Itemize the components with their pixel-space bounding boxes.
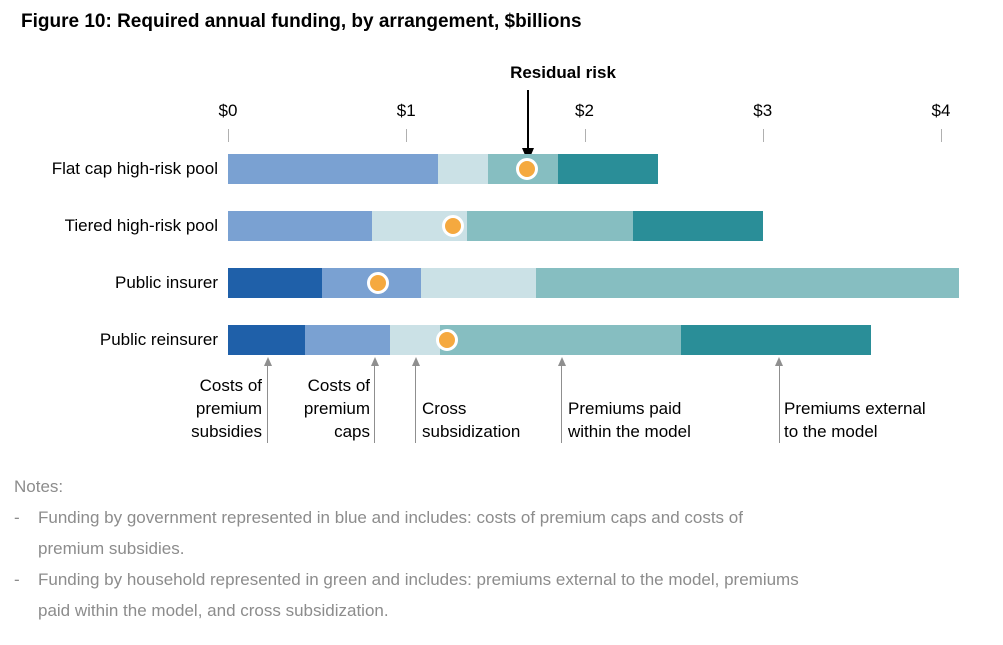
callout-line xyxy=(267,366,269,443)
category-label: Public insurer xyxy=(115,273,218,292)
bar-segment xyxy=(680,325,872,355)
axis-tick-mark xyxy=(762,129,764,142)
bar-segment xyxy=(466,211,633,241)
residual-risk-marker xyxy=(441,215,464,237)
segment-label-costs-of-premium-caps: Costs of premium caps xyxy=(303,376,370,441)
axis-tick-label: $1 xyxy=(396,101,416,120)
bar-segment xyxy=(228,268,323,298)
residual-risk-marker xyxy=(516,158,539,180)
callout-line xyxy=(561,366,563,443)
category-label: Tiered high-risk pool xyxy=(64,216,218,235)
callout-line xyxy=(374,366,376,443)
note-line: premium subsidies. xyxy=(38,539,185,558)
note-line: Funding by household represented in gree… xyxy=(38,570,799,589)
axis-tick-mark xyxy=(228,129,229,142)
bar-segment xyxy=(557,154,658,184)
note-bullet-household: - Funding by household represented in gr… xyxy=(14,564,992,626)
bullet-dash: - xyxy=(14,508,20,527)
notes-section: Notes: - Funding by government represent… xyxy=(14,471,992,626)
note-bullet-government: - Funding by government represented in b… xyxy=(14,502,992,564)
callout-line xyxy=(415,366,417,443)
figure-title: Figure 10: Required annual funding, by a… xyxy=(21,11,582,32)
bar-segment xyxy=(228,325,305,355)
note-line: Funding by government represented in blu… xyxy=(38,508,743,527)
callout-arrowhead-icon xyxy=(557,357,566,366)
chart-area: Residual risk $0 $1 $2 $3 $4 Flat cap high-r… xyxy=(51,63,959,443)
notes-heading: Notes: xyxy=(14,477,64,496)
axis-tick-label: $0 xyxy=(218,101,238,120)
category-label: Public reinsurer xyxy=(99,330,218,349)
bar-segment xyxy=(632,211,763,241)
bar-segment xyxy=(536,268,959,298)
bar-segment xyxy=(440,325,681,355)
bar-segment xyxy=(420,268,537,298)
callout-arrowhead-icon xyxy=(411,357,420,366)
callout-arrowhead-icon xyxy=(775,357,784,366)
axis-tick-mark xyxy=(584,129,586,142)
residual-risk-label: Residual risk xyxy=(510,63,616,82)
callout-arrowhead-icon xyxy=(370,357,379,366)
axis-tick-label: $3 xyxy=(753,101,773,120)
segment-label-premiums-external-to-model: Premiums external to the model xyxy=(784,399,926,441)
residual-risk-marker xyxy=(436,329,459,351)
axis-tick-mark xyxy=(941,129,942,142)
callout-line xyxy=(778,366,780,443)
segment-label-cross-subsidization: Cross subsidization xyxy=(422,399,521,441)
axis-tick-label: $4 xyxy=(931,101,951,120)
segment-label-premiums-paid-within-model: Premiums paid within the model xyxy=(568,399,691,441)
axis-tick-label: $2 xyxy=(575,101,594,120)
segment-label-costs-of-premium-subsidies: Costs of premium subsidies xyxy=(191,376,262,441)
residual-risk-marker xyxy=(366,272,389,294)
bar-segment xyxy=(304,325,391,355)
bar-segment xyxy=(438,154,489,184)
note-line: paid within the model, and cross subsidi… xyxy=(38,601,389,620)
bar-segment xyxy=(390,325,441,355)
callout-arrowhead-icon xyxy=(263,357,272,366)
axis-tick-mark xyxy=(406,129,408,142)
bar-segment xyxy=(228,211,373,241)
bullet-dash: - xyxy=(14,570,20,589)
bar-segment xyxy=(228,154,439,184)
category-label: Flat cap high-risk pool xyxy=(51,159,218,178)
